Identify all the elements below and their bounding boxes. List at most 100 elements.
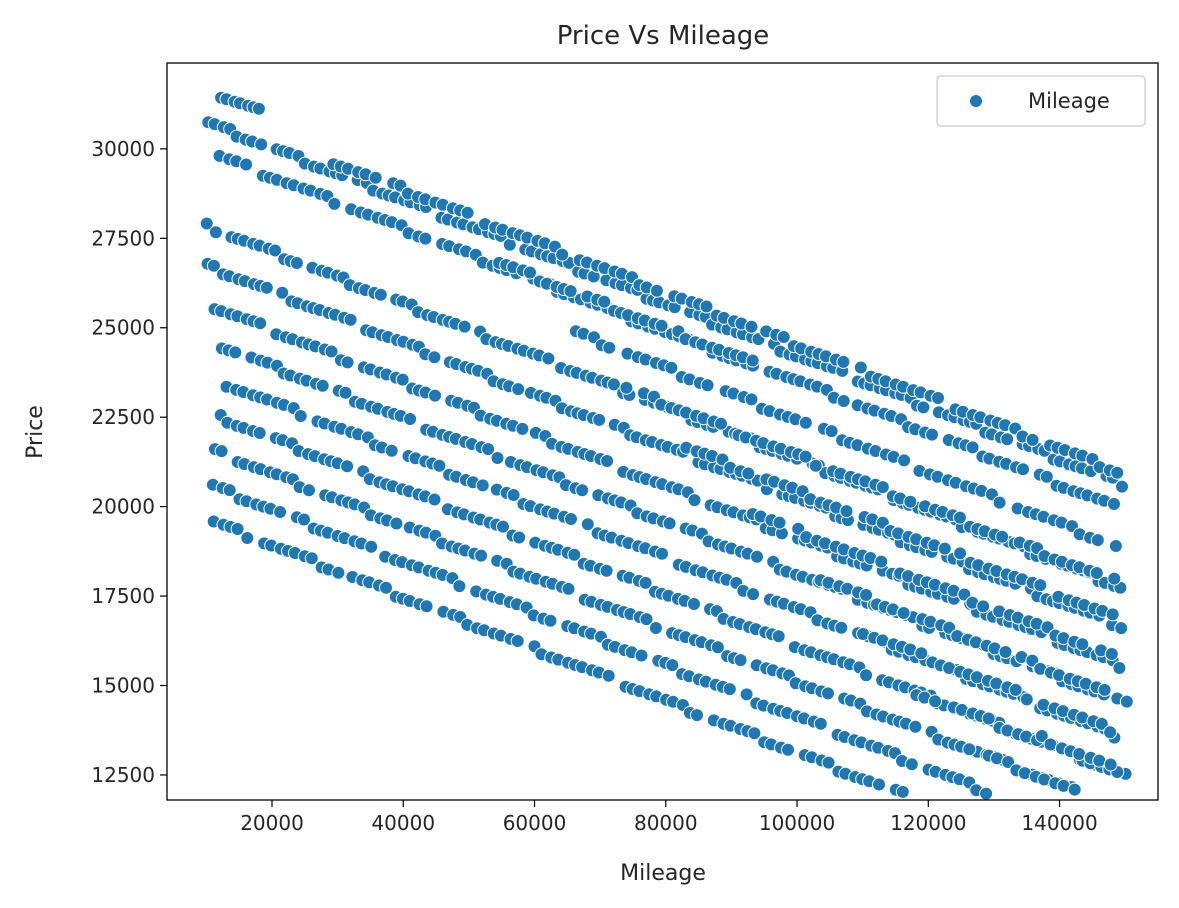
scatter-point (798, 449, 813, 464)
scatter-point (1090, 533, 1105, 548)
scatter-point (834, 620, 849, 635)
scatter-point (853, 360, 868, 375)
legend-label: Mileage (1028, 89, 1110, 113)
scatter-point (665, 658, 680, 673)
scatter-point (543, 613, 558, 628)
scatter-point (567, 547, 582, 562)
scatter-point (1097, 682, 1112, 697)
scatter-point (995, 529, 1010, 544)
scatter-point (1103, 757, 1118, 772)
scatter-point (904, 757, 919, 772)
y-tick-label: 17500 (91, 584, 155, 608)
scatter-point (1019, 692, 1034, 707)
scatter-point (750, 549, 764, 564)
scatter-point (687, 493, 702, 508)
x-tick-label: 80000 (634, 811, 698, 835)
scatter-point (575, 483, 590, 498)
scatter-point (722, 682, 737, 697)
scatter-point (1016, 462, 1030, 477)
scatter-point (916, 400, 931, 415)
scatter-point (733, 653, 748, 668)
scatter-point (1001, 755, 1016, 769)
scatter-point (475, 478, 490, 493)
scatter-point (1112, 661, 1127, 675)
scatter-point (253, 316, 268, 331)
scatter-point (839, 504, 854, 519)
scatter-point (976, 599, 991, 614)
scatter-point (427, 492, 442, 507)
scatter-point (340, 355, 355, 370)
scatter-point (460, 205, 475, 220)
scatter-point (452, 579, 467, 594)
legend-marker (969, 94, 983, 108)
scatter-point (1034, 729, 1049, 743)
scatter-point (1067, 782, 1082, 797)
scatter-point (1115, 479, 1129, 494)
scatter-point (836, 354, 851, 369)
scatter-point (418, 231, 433, 246)
scatter-point (515, 421, 530, 436)
scatter-point (1008, 682, 1023, 697)
scatter-point (230, 522, 245, 536)
scatter-point (602, 340, 617, 355)
scatter-point (496, 519, 510, 534)
scatter-point (419, 599, 434, 614)
y-tick-label: 12500 (91, 763, 155, 787)
scatter-point (808, 458, 823, 473)
scatter-point (268, 243, 283, 258)
y-tick-label: 30000 (91, 137, 155, 161)
scatter-point (639, 612, 654, 627)
scatter-point (457, 319, 472, 334)
x-tick-label: 120000 (890, 811, 966, 835)
scatter-point (338, 385, 353, 400)
scatter-point (874, 554, 889, 569)
scatter-point (1094, 716, 1109, 731)
scatter-point (813, 716, 828, 731)
scatter-point (254, 137, 269, 152)
scatter-point (214, 444, 229, 459)
scatter-point (561, 581, 576, 596)
scatter-point (1104, 647, 1119, 661)
scatter-point (700, 378, 715, 393)
scatter-point (824, 424, 839, 439)
scatter-point (953, 546, 968, 561)
scatter-point (747, 726, 762, 741)
scatter-point (744, 392, 759, 407)
scatter-point (228, 345, 243, 360)
scatter-point (649, 283, 664, 298)
scatter-point (821, 755, 836, 770)
scatter-point (776, 330, 791, 344)
y-tick-label: 15000 (91, 674, 155, 698)
scatter-point (403, 412, 418, 426)
scatter-point (1075, 637, 1090, 652)
scatter-point (962, 742, 977, 757)
scatter-point (331, 565, 346, 580)
scatter-point (619, 380, 634, 395)
scatter-point (239, 157, 254, 172)
scatter-point (564, 512, 578, 526)
scatter-point (998, 645, 1013, 659)
x-tick-label: 60000 (503, 811, 567, 835)
scatter-point (699, 299, 714, 314)
y-tick-label: 27500 (91, 226, 155, 250)
scatter-point (1039, 469, 1054, 484)
scatter-point (395, 372, 410, 387)
scatter-point (293, 409, 308, 423)
scatter-point (1033, 578, 1048, 593)
scatter-point (199, 216, 214, 231)
scatter-point (432, 458, 447, 473)
scatter-point (1105, 607, 1120, 622)
scatter-point (638, 575, 653, 590)
scatter-point (315, 378, 330, 393)
scatter-point (1108, 539, 1123, 553)
scatter-point (340, 459, 355, 474)
scatter-point (836, 394, 851, 408)
x-axis-label: Mileage (620, 861, 706, 886)
scatter-point (1107, 571, 1122, 586)
scatter-point (925, 427, 939, 442)
scatter-point (373, 287, 388, 302)
scatter-point (297, 512, 311, 527)
scatter-point (302, 483, 316, 498)
y-tick-label: 20000 (91, 495, 155, 519)
